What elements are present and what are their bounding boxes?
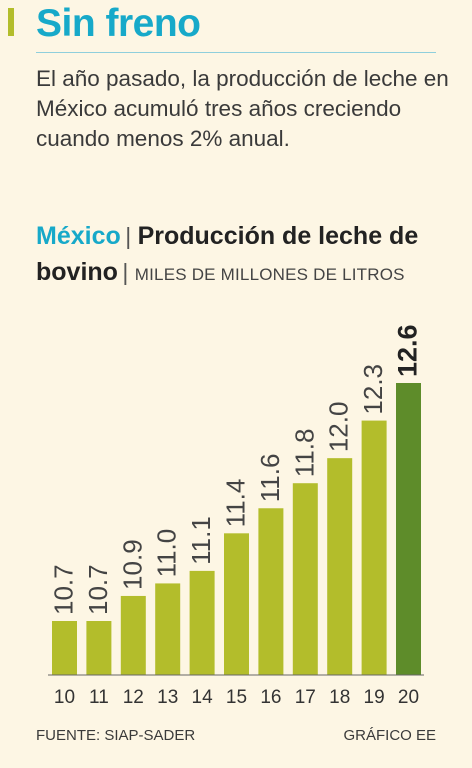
bar-10 — [52, 621, 77, 675]
x-tick-label: 10 — [54, 687, 75, 708]
bar-13 — [155, 583, 181, 675]
chart-title: Producción de leche de bovino — [36, 222, 419, 286]
bar-chart: 10 11 12 13 14 15 16 17 18 19 20 10.7 10.7 10.9 11.0 1… — [48, 324, 424, 708]
intro-text: El año pasado, la producción de leche en… — [36, 66, 449, 151]
bar-19 — [361, 420, 387, 675]
value-label: 10.7 — [83, 564, 113, 615]
x-tick-label: 15 — [226, 687, 247, 708]
bar-17 — [292, 483, 318, 675]
graphic-credit: GRÁFICO EE — [343, 727, 436, 744]
chart-heading: México | Producción de leche de bovino |… — [36, 220, 456, 292]
bars-group — [52, 383, 421, 675]
value-label: 10.7 — [49, 564, 79, 615]
bar-16 — [258, 508, 284, 675]
x-tick-label: 18 — [329, 687, 350, 708]
bar-15 — [224, 533, 249, 675]
x-tick-label: 16 — [260, 687, 281, 708]
value-label: 10.9 — [117, 539, 147, 590]
x-tick-label: 14 — [192, 687, 214, 708]
bar-12 — [120, 595, 146, 675]
heading-separator: | — [125, 223, 138, 249]
value-label: 11.6 — [255, 454, 285, 503]
x-tick-label: 17 — [295, 687, 316, 708]
x-tick-label: 11 — [89, 687, 109, 708]
value-label: 11.4 — [221, 479, 251, 528]
value-label: 12.0 — [324, 402, 354, 453]
bar-11 — [86, 621, 112, 675]
value-labels: 10.7 10.7 10.9 11.0 11.111.411.611.812.012.3… — [49, 324, 423, 615]
x-tick-label: 12 — [123, 687, 144, 708]
title-divider — [36, 52, 436, 53]
heading-separator: | — [122, 259, 135, 285]
value-label: 11.0 — [152, 529, 182, 578]
value-label: 11.8 — [289, 429, 319, 478]
title-accent-bar — [8, 8, 14, 36]
chart-unit: MILES DE MILLONES DE LITROS — [134, 265, 405, 284]
value-label: 11.1 — [186, 516, 216, 565]
value-label: 12.6 — [393, 324, 423, 377]
x-tick-label: 13 — [157, 687, 178, 708]
x-tick-label: 20 — [398, 687, 419, 708]
bar-14 — [189, 570, 215, 675]
chart-country: México — [36, 222, 121, 250]
bar-18 — [327, 458, 353, 675]
page-title: Sin freno — [36, 2, 201, 45]
bar-20 — [396, 383, 421, 675]
source-note: FUENTE: SIAP-SADER — [36, 727, 196, 744]
value-label: 12.3 — [358, 364, 388, 415]
x-tick-labels: 10 11 12 13 14 15 16 17 18 19 20 — [54, 687, 419, 708]
x-tick-label: 19 — [364, 687, 385, 708]
